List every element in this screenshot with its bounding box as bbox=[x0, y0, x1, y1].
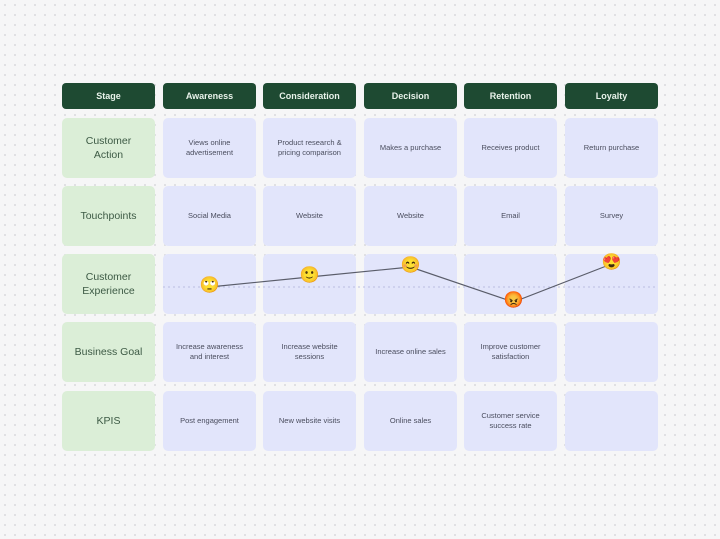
cell-3-3-text: Improve customer satisfaction bbox=[480, 342, 541, 361]
cell-1-4-text: Survey bbox=[599, 211, 624, 220]
cell-4-3-text: Customer service success rate bbox=[481, 411, 540, 430]
row-label-3: Business Goal bbox=[62, 322, 155, 382]
cell-3-3: Improve customer satisfaction bbox=[464, 322, 557, 382]
happy-face-icon: 😊 bbox=[400, 257, 421, 274]
row-label-1: Touchpoints bbox=[62, 186, 155, 246]
cell-0-0-text: Views online advertisement bbox=[185, 138, 234, 157]
cell-0-1-text: Product research & pricing comparison bbox=[277, 138, 342, 157]
cell-4-1: New website visits bbox=[263, 391, 356, 451]
experience-line bbox=[209, 263, 612, 303]
cell-4-1-text: New website visits bbox=[278, 416, 341, 425]
smiling-face-icon: 🙂 bbox=[299, 267, 320, 284]
cell-2-3 bbox=[464, 254, 557, 314]
cell-3-2-text: Increase online sales bbox=[375, 347, 446, 356]
angry-face-icon: 😡 bbox=[503, 292, 524, 309]
row-label-2: Customer Experience bbox=[62, 254, 155, 314]
cell-4-0-text: Post engagement bbox=[180, 416, 239, 425]
header-2: Consideration bbox=[263, 83, 356, 109]
header-3: Decision bbox=[364, 83, 457, 109]
cell-1-3-text: Email bbox=[501, 211, 520, 220]
cell-0-2-text: Makes a purchase bbox=[379, 143, 442, 152]
cell-4-2-text: Online sales bbox=[389, 416, 432, 425]
cell-3-1-text: Increase website sessions bbox=[281, 342, 338, 361]
cell-0-1: Product research & pricing comparison bbox=[263, 118, 356, 178]
heart-eyes-face-icon: 😍 bbox=[601, 254, 622, 271]
row-label-0: Customer Action bbox=[62, 118, 155, 178]
cell-1-1: Website bbox=[263, 186, 356, 246]
header-2-text: Consideration bbox=[279, 91, 340, 101]
cell-1-4: Survey bbox=[565, 186, 658, 246]
header-1-text: Awareness bbox=[185, 91, 234, 101]
cell-4-4 bbox=[565, 391, 658, 451]
header-1: Awareness bbox=[163, 83, 256, 109]
cell-2-1 bbox=[263, 254, 356, 314]
row-label-1-text: Touchpoints bbox=[80, 210, 137, 222]
cell-3-0-text: Increase awareness and interest bbox=[175, 342, 244, 361]
cell-1-0-text: Social Media bbox=[188, 211, 231, 220]
row-label-4-text: KPIS bbox=[96, 415, 121, 427]
row-label-2-text: Customer Experience bbox=[82, 271, 135, 297]
eye-roll-face-icon: 🙄 bbox=[199, 277, 220, 294]
cell-4-0: Post engagement bbox=[163, 391, 256, 451]
row-label-3-text: Business Goal bbox=[74, 346, 143, 358]
cell-2-2 bbox=[364, 254, 457, 314]
header-5: Loyalty bbox=[565, 83, 658, 109]
cell-1-2: Website bbox=[364, 186, 457, 246]
header-4: Retention bbox=[464, 83, 557, 109]
cell-0-0: Views online advertisement bbox=[163, 118, 256, 178]
cell-0-4: Return purchase bbox=[565, 118, 658, 178]
cell-3-2: Increase online sales bbox=[364, 322, 457, 382]
cell-0-3-text: Receives product bbox=[481, 143, 540, 152]
cell-1-2-text: Website bbox=[397, 211, 424, 220]
header-0-text: Stage bbox=[96, 91, 121, 101]
header-4-text: Retention bbox=[489, 91, 532, 101]
cell-4-2: Online sales bbox=[364, 391, 457, 451]
cell-1-1-text: Website bbox=[296, 211, 323, 220]
cell-1-3: Email bbox=[464, 186, 557, 246]
row-label-4: KPIS bbox=[62, 391, 155, 451]
header-5-text: Loyalty bbox=[595, 91, 628, 101]
row-label-0-text: Customer Action bbox=[85, 135, 132, 161]
header-3-text: Decision bbox=[391, 91, 430, 101]
header-0: Stage bbox=[62, 83, 155, 109]
cell-0-2: Makes a purchase bbox=[364, 118, 457, 178]
cell-3-1: Increase website sessions bbox=[263, 322, 356, 382]
cell-3-4 bbox=[565, 322, 658, 382]
cell-4-3: Customer service success rate bbox=[464, 391, 557, 451]
cell-1-0: Social Media bbox=[163, 186, 256, 246]
cell-0-3: Receives product bbox=[464, 118, 557, 178]
cell-3-0: Increase awareness and interest bbox=[163, 322, 256, 382]
cell-0-4-text: Return purchase bbox=[583, 143, 640, 152]
